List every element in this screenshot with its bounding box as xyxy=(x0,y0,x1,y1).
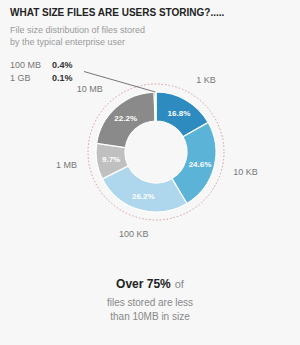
annotation-text: of xyxy=(175,278,185,290)
title: WHAT SIZE FILES ARE USERS STORING?..... xyxy=(10,7,224,18)
slice xyxy=(155,92,157,121)
data-label: 26.2% xyxy=(132,192,155,201)
category-label: 100 KB xyxy=(119,229,149,239)
category-label: 100 MB xyxy=(10,60,41,70)
category-label: 10 KB xyxy=(233,167,258,177)
category-label: 1 GB xyxy=(10,73,31,83)
category-label: 1 KB xyxy=(196,75,216,85)
annotation-text: than 10MB in size xyxy=(110,311,190,322)
data-label: 0.4% xyxy=(52,60,73,70)
background xyxy=(0,0,300,345)
subtitle: File size distribution of files stored by… xyxy=(10,25,145,47)
annotation: Over 75% of xyxy=(116,277,185,291)
data-label: 16.8% xyxy=(168,109,191,118)
category-label: 10 MB xyxy=(77,84,103,94)
labels: 16.8% 1 KB 24.6% 10 KB 26.2% 100 KB 9.7% 1 MB 22… xyxy=(10,60,258,239)
chart: WHAT SIZE FILES ARE USERS STORING?..... F… xyxy=(0,0,300,345)
slices xyxy=(96,92,216,212)
data-label: 24.6% xyxy=(189,160,212,169)
annotation-text: files stored are less xyxy=(107,297,193,308)
slice xyxy=(154,92,156,121)
category-label: 1 MB xyxy=(56,160,77,170)
data-label: 22.2% xyxy=(114,114,137,123)
annotation-strong: Over 75% xyxy=(116,277,171,291)
slice xyxy=(97,92,155,148)
subtitle-line: by the typical enterprise user xyxy=(10,37,125,47)
slice xyxy=(96,143,128,179)
data-label: 0.1% xyxy=(52,73,73,83)
data-label: 9.7% xyxy=(102,155,120,164)
subtitle-line: File size distribution of files stored xyxy=(10,25,145,35)
dotted-ring xyxy=(88,84,224,220)
leader-line xyxy=(84,72,155,93)
